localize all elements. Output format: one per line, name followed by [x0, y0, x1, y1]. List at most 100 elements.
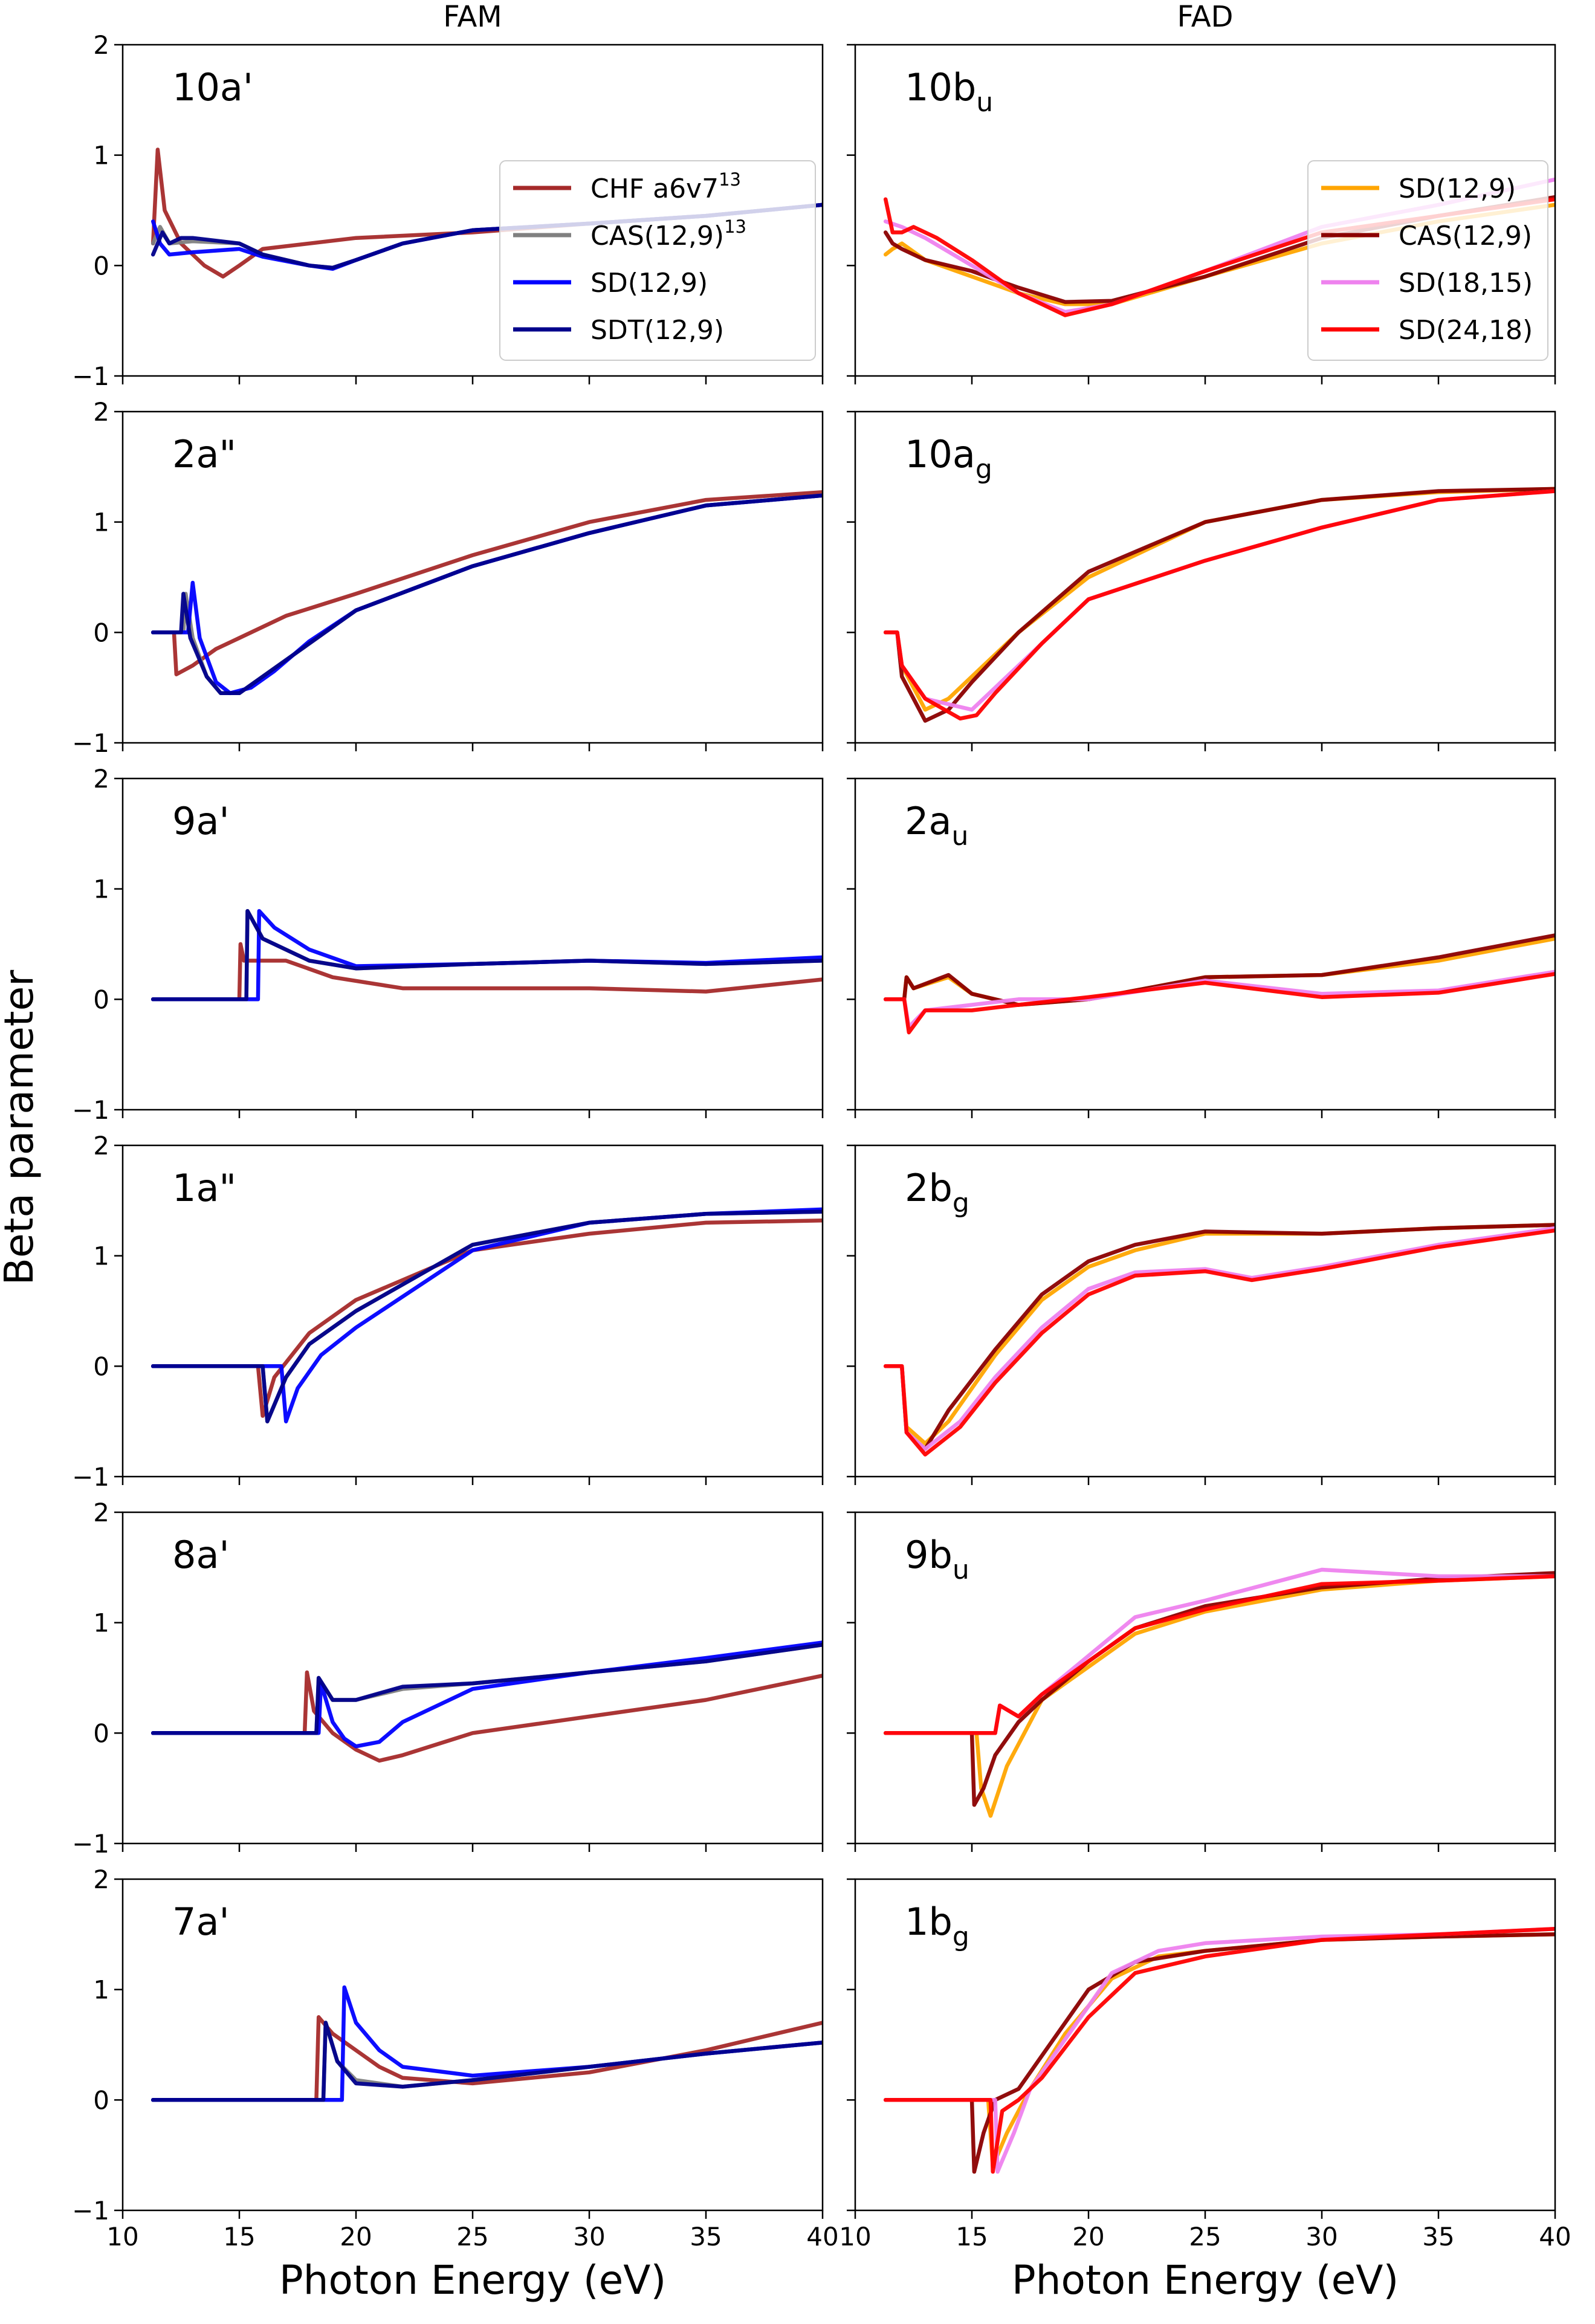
series-line-cas-12-9-: [883, 933, 1555, 1007]
orbital-label: 9bu: [905, 1533, 969, 1585]
legend-name: SD(12,9): [590, 268, 708, 299]
series-group: [883, 933, 1555, 1035]
orbital-label: 8a': [172, 1533, 229, 1577]
orbital-name: 1b: [905, 1900, 953, 1944]
series-line-cas-12-9-: [883, 1932, 1555, 2174]
panel-fad-4: 2bg: [847, 1144, 1556, 1485]
series-line-sd-24-18-: [883, 1574, 1555, 1735]
y-tick-label: 1: [93, 1241, 109, 1271]
legend-label: SDT(12,9): [590, 315, 724, 346]
series-line-cas-12-9-: [883, 487, 1555, 723]
series-group: [150, 908, 823, 1002]
y-tick-label: 1: [93, 1608, 109, 1638]
series-line-sd-24-18-: [883, 1228, 1555, 1457]
panel-fam-2: −1 0 1 2 2a": [72, 397, 824, 758]
legend-label: SD(12,9): [1399, 173, 1516, 204]
legend-name: CHF a6v7: [590, 173, 719, 204]
x-tick-label: 15: [223, 2222, 255, 2251]
series-group: [150, 490, 823, 696]
series-line-cas-12-9-: [150, 493, 823, 696]
legend-name: SD(24,18): [1399, 315, 1533, 346]
y-tick-label: −1: [72, 2196, 109, 2225]
x-tick-label: 15: [956, 2222, 988, 2251]
orbital-name: 10a: [905, 432, 975, 476]
legend-label: CHF a6v713: [590, 169, 741, 204]
orbital-label: 10a': [172, 65, 253, 109]
series-line-sd-24-18-: [883, 1926, 1555, 2174]
y-tick-label: 2: [93, 764, 109, 794]
series-line-sdt-12-9-: [150, 908, 823, 1002]
orbital-name: 10a': [172, 65, 253, 109]
y-tick-label: −1: [72, 1829, 109, 1859]
legend-name: SD(18,15): [1399, 268, 1533, 299]
x-tick-label: 40: [1539, 2222, 1571, 2251]
series-line-sd-18-15-: [883, 1926, 1555, 2174]
x-tick-label: 40: [806, 2222, 838, 2251]
panel-fad-2: 10ag: [847, 410, 1556, 751]
series-line-sd-18-15-: [883, 489, 1555, 712]
legend-name: SDT(12,9): [590, 315, 724, 346]
y-tick-label: 1: [93, 875, 109, 904]
y-tick-label: 1: [93, 508, 109, 537]
series-group: [150, 1640, 823, 1763]
series-line-sdt-12-9-: [150, 2021, 823, 2102]
panel-fam-4: −1 0 1 2 1a": [72, 1131, 824, 1492]
legend-label: CAS(12,9)13: [590, 216, 746, 251]
legend-fam: CHF a6v713 CAS(12,9)13 SD(12,9) SDT(12,9): [499, 160, 816, 361]
y-tick-label: 0: [93, 251, 109, 280]
x-axis-title-fad: Photon Energy (eV): [1012, 2257, 1399, 2303]
orbital-label: 1bg: [905, 1900, 969, 1952]
series-group: [883, 1926, 1555, 2174]
orbital-label: 10ag: [905, 432, 992, 485]
series-line-sd-12-9-: [883, 1223, 1555, 1446]
y-tick-label: 0: [93, 618, 109, 647]
series-line-sd-18-15-: [883, 969, 1555, 1029]
y-tick-label: −1: [72, 361, 109, 391]
orbital-subscript: g: [953, 1188, 969, 1219]
x-tick-label: 30: [1305, 2222, 1338, 2251]
orbital-subscript: g: [953, 1921, 969, 1952]
orbital-label: 2a": [172, 432, 236, 476]
orbital-subscript: u: [951, 821, 968, 852]
panel-fad-3: 2au: [847, 777, 1556, 1118]
x-axis-title-fam: Photon Energy (eV): [279, 2257, 666, 2303]
y-tick-label: 2: [93, 397, 109, 427]
series-line-chf-a6v7: [150, 942, 823, 1002]
legend-superscript: 13: [719, 169, 741, 190]
series-line-cas-12-9-: [883, 1571, 1555, 1807]
y-tick-label: −1: [72, 1095, 109, 1125]
series-line-sd-18-15-: [883, 1226, 1555, 1451]
orbital-subscript: u: [953, 1555, 969, 1585]
legend-label: CAS(12,9): [1399, 221, 1532, 251]
orbital-label: 10bu: [905, 65, 993, 118]
series-group: [883, 1567, 1555, 1818]
y-tick-label: 0: [93, 1351, 109, 1381]
orbital-label: 9a': [172, 799, 229, 843]
legend-label: SD(12,9): [590, 268, 708, 299]
legend-name: SD(12,9): [1399, 173, 1516, 204]
y-tick-label: −1: [72, 728, 109, 758]
orbital-name: 10b: [905, 65, 976, 109]
series-line-sd-24-18-: [883, 489, 1555, 721]
y-tick-label: 1: [93, 141, 109, 170]
y-tick-label: 0: [93, 985, 109, 1014]
panel-fad-6: 10 15 20 25 30 35 40 1bg: [839, 1878, 1571, 2251]
orbital-label: 2au: [905, 799, 968, 852]
y-axis-title: Beta parameter: [0, 969, 42, 1285]
orbital-name: 1a": [172, 1166, 236, 1210]
x-tick-label: 10: [839, 2222, 871, 2251]
orbital-subscript: u: [976, 87, 993, 118]
legend-label: SD(18,15): [1399, 268, 1533, 299]
orbital-name: 7a': [172, 1900, 229, 1944]
x-tick-label: 20: [1072, 2222, 1104, 2251]
y-tick-label: 0: [93, 1718, 109, 1748]
orbital-name: 9b: [905, 1533, 953, 1577]
orbital-label: 7a': [172, 1900, 229, 1944]
y-tick-label: 2: [93, 1865, 109, 1894]
column-title-fam: FAM: [443, 0, 502, 34]
legend-label: SD(24,18): [1399, 315, 1533, 346]
series-line-chf-a6v7: [150, 490, 823, 676]
x-tick-label: 35: [1422, 2222, 1454, 2251]
